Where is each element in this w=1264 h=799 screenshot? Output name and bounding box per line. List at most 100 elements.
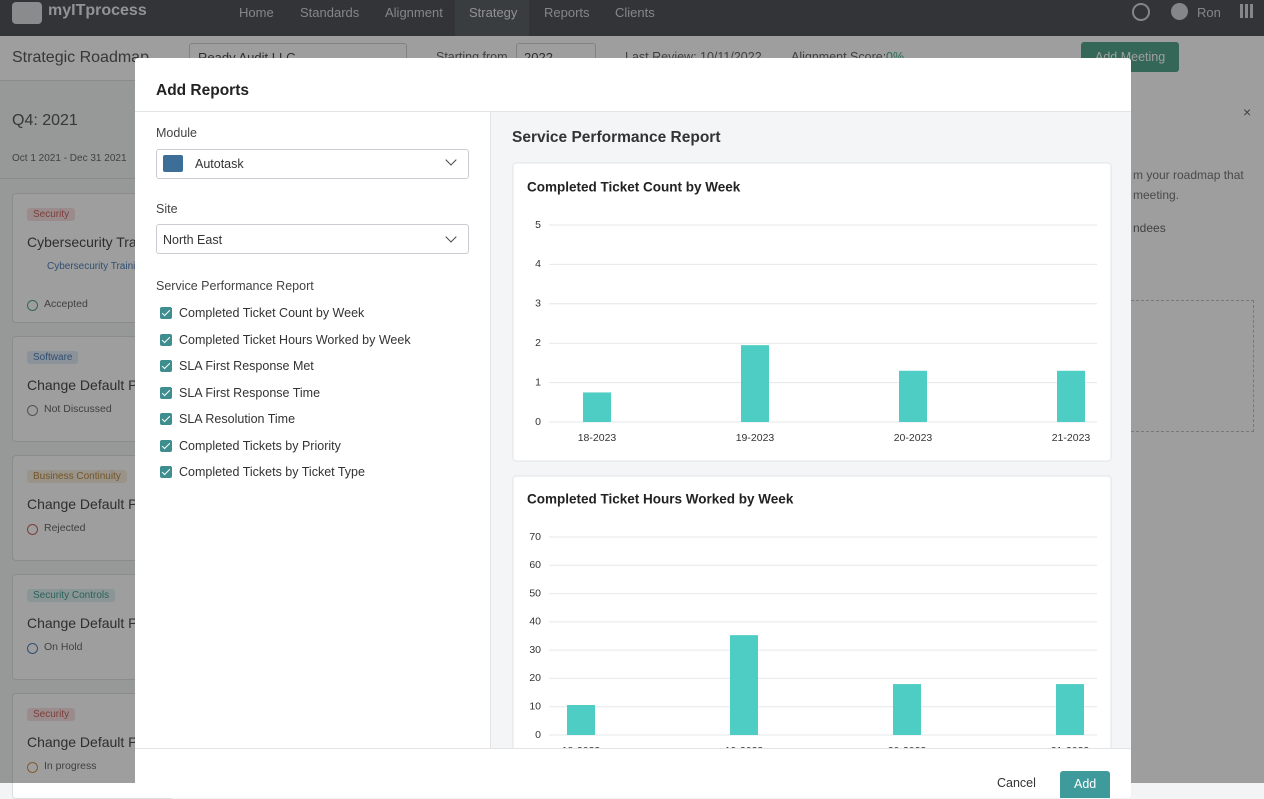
report-option[interactable]: Completed Tickets by Priority <box>179 438 341 453</box>
site-select[interactable]: North East <box>156 224 469 254</box>
page-title: Strategic Roadmap <box>12 49 149 66</box>
card-status: In progress <box>44 760 97 772</box>
add-button[interactable]: Add <box>1060 771 1110 798</box>
charts: Completed Ticket Count by Week 0 1 2 3 4 5 18-2… <box>512 162 1112 748</box>
attendees: ndees <box>1133 221 1166 235</box>
y-tick-label: 50 <box>529 587 541 599</box>
y-tick-label: 4 <box>535 258 541 270</box>
preview-title: Service Performance Report <box>512 129 721 146</box>
cancel-button[interactable]: Cancel <box>997 776 1036 790</box>
drop-zone <box>1131 300 1254 432</box>
close-icon[interactable]: × <box>1243 104 1252 120</box>
status-icon <box>27 762 38 773</box>
y-tick-label: 5 <box>535 219 541 231</box>
x-tick-label: 18-2023 <box>578 432 617 444</box>
status-icon <box>27 643 38 654</box>
report-option[interactable]: SLA First Response Time <box>179 385 321 400</box>
x-tick-label: 21-2023 <box>1051 745 1090 748</box>
y-tick-label: 1 <box>535 376 541 388</box>
card-tag: Software <box>27 351 79 364</box>
chevron <box>445 154 457 166</box>
modal: Add Reports Module Autotask Site North E… <box>135 58 1131 798</box>
add-label: Add <box>1074 777 1097 791</box>
card-status: Accepted <box>44 298 88 310</box>
card-tag: Business Continuity <box>27 470 127 483</box>
x-tick-label: 18-2023 <box>562 745 601 748</box>
y-tick-label: 20 <box>529 672 541 684</box>
module-select[interactable]: Autotask <box>156 149 469 179</box>
status-icon <box>27 524 38 535</box>
report-option[interactable]: SLA First Response Met <box>179 359 314 373</box>
chevron <box>445 231 457 243</box>
card-tag: Security Controls <box>27 589 116 602</box>
nav-item[interactable]: Clients <box>615 5 655 20</box>
checkbox[interactable] <box>160 360 172 372</box>
side-text: meeting. <box>1133 188 1180 202</box>
side-panel: × m your roadmap that meeting. ndees <box>1131 80 1264 783</box>
user-icon[interactable] <box>1171 3 1188 20</box>
report-option[interactable]: Completed Ticket Hours Worked by Week <box>179 332 411 347</box>
y-tick-label: 3 <box>535 298 541 310</box>
divider <box>0 178 140 179</box>
card-status: On Hold <box>44 641 83 653</box>
y-tick-label: 60 <box>529 559 541 571</box>
checkbox[interactable] <box>160 413 172 425</box>
chart-title: Completed Ticket Count by Week <box>527 180 741 195</box>
bar <box>893 684 921 735</box>
quarter: Q4: 2021 <box>12 112 78 129</box>
bar <box>899 370 927 422</box>
card-subtitle: Cybersecurity Training <box>47 261 147 272</box>
nav-item[interactable]: Standards <box>300 5 360 20</box>
brand: myITprocess <box>48 2 147 19</box>
bar <box>730 635 758 735</box>
nav-item[interactable]: Home <box>239 5 274 20</box>
chart-title: Completed Ticket Hours Worked by Week <box>527 492 794 507</box>
user-name[interactable]: Ron <box>1197 5 1221 20</box>
checkbox[interactable] <box>160 466 172 478</box>
y-tick-label: 70 <box>529 531 541 543</box>
report-label: Service Performance Report <box>156 279 314 293</box>
nav-item[interactable]: Reports <box>544 5 590 20</box>
chart-card <box>512 162 1112 462</box>
y-tick-label: 0 <box>535 416 541 428</box>
report-option[interactable]: SLA Resolution Time <box>179 412 296 426</box>
bar <box>741 345 769 422</box>
card-title: Cybersecurity Training <box>27 234 167 250</box>
logo-icon <box>12 2 42 24</box>
checkbox[interactable] <box>160 307 172 319</box>
bar <box>583 392 611 422</box>
report-option[interactable]: Completed Tickets by Ticket Type <box>179 465 365 479</box>
bar <box>1056 684 1084 735</box>
y-tick-label: 10 <box>529 700 541 712</box>
nav-item[interactable]: Alignment <box>385 5 443 20</box>
y-tick-label: 40 <box>529 616 541 628</box>
help-icon[interactable] <box>1132 3 1150 21</box>
chart-card <box>512 475 1112 748</box>
card-tag: Security <box>27 708 76 721</box>
x-tick-label: 21-2023 <box>1052 432 1091 444</box>
status-icon <box>27 405 38 416</box>
status-icon <box>27 300 38 311</box>
module-label: Module <box>156 126 197 140</box>
apps-icon[interactable] <box>1240 4 1254 18</box>
bar <box>1057 370 1085 422</box>
nav-active-bg <box>455 0 529 36</box>
card-status: Not Discussed <box>44 403 112 415</box>
top-nav: myITprocess Home Standards Alignment Str… <box>0 0 1264 36</box>
module: Autotask <box>195 157 244 171</box>
checkbox[interactable] <box>160 333 172 346</box>
site: North East <box>163 233 223 247</box>
x-tick-label: 19-2023 <box>725 745 764 748</box>
quarter-range: Oct 1 2021 - Dec 31 2021 <box>12 153 127 164</box>
module-icon <box>163 155 183 172</box>
report-option[interactable]: Completed Ticket Count by Week <box>179 306 365 320</box>
bar <box>567 705 595 735</box>
site-label: Site <box>156 202 178 216</box>
y-tick-label: 2 <box>535 337 541 349</box>
checkbox[interactable] <box>160 439 172 452</box>
nav-item[interactable]: Strategy <box>469 5 518 20</box>
checkbox[interactable] <box>160 386 172 399</box>
y-tick-label: 30 <box>529 644 541 656</box>
x-tick-label: 19-2023 <box>736 432 775 444</box>
card-tag: Security <box>27 208 76 221</box>
